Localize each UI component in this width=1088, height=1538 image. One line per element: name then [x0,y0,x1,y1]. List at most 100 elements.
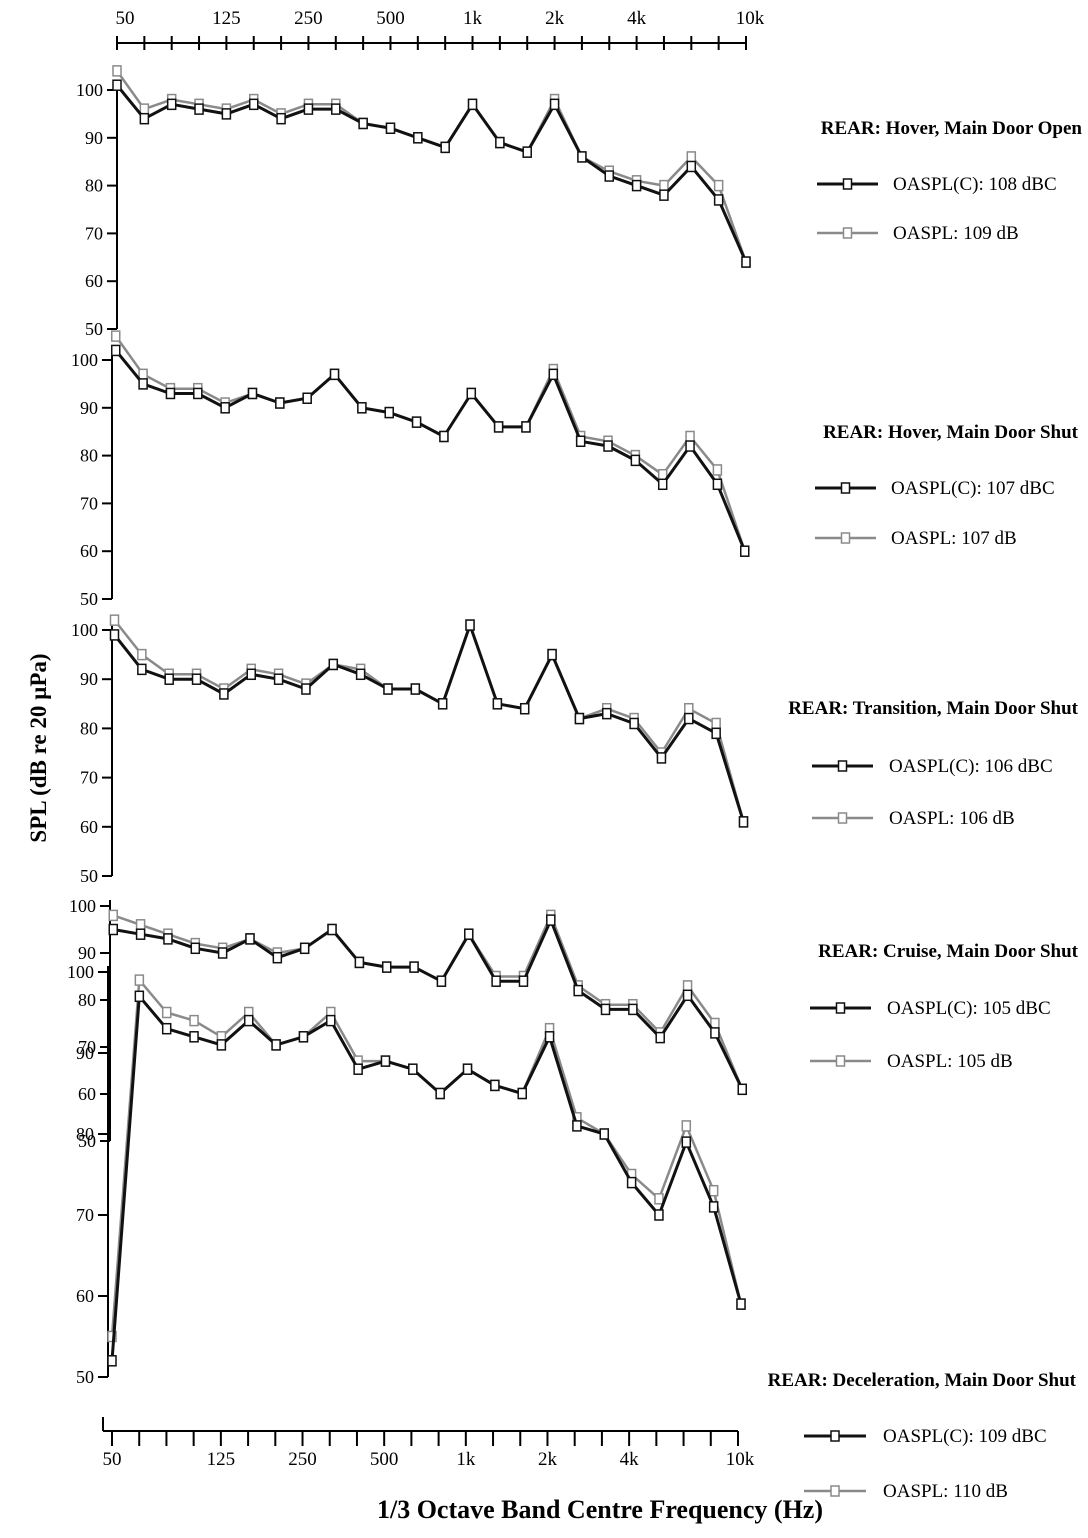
legend-label: OASPL(C): 106 dBC [889,756,1053,777]
top-axis-tick-label: 4k [627,8,647,29]
data-point [411,684,419,694]
legend-entry: OASPL: 106 dB [812,808,1015,829]
bottom-axis-tick-label: 250 [288,1449,317,1470]
data-point [467,388,475,398]
y-axis-tick-label: 50 [80,589,98,609]
data-point [112,345,120,355]
data-point [657,753,665,763]
data-point [413,417,421,427]
y-axis-tick-label: 60 [85,271,103,291]
data-point [248,388,256,398]
data-point [332,104,340,114]
data-point [222,109,230,119]
series-line-oaspl [113,915,742,1089]
data-point [603,709,611,719]
data-point [687,161,695,171]
bottom-axis-tick-label: 500 [370,1449,399,1470]
data-point [600,1129,608,1139]
legend-entry: OASPL: 105 dB [810,1051,1013,1072]
bottom-frequency-axis: 50 125 250 500 1k 2k 4k 10k [103,1417,755,1470]
data-point [139,379,147,389]
data-point [217,1040,225,1050]
y-axis-tick-label: 100 [76,80,103,100]
data-point [740,817,748,827]
y-axis-tick-label: 60 [76,1286,94,1306]
y-axis-tick-label: 80 [80,718,98,738]
y-axis-tick-label: 100 [71,350,98,370]
data-point [275,674,283,684]
legend-entry: OASPL(C): 108 dBC [817,174,1057,195]
data-point [383,962,391,972]
data-point [631,455,639,465]
data-point [329,659,337,669]
data-point [685,714,693,724]
series-line-oaspl [112,980,741,1336]
data-point [523,147,531,157]
data-point [138,664,146,674]
series-line-oaspl [115,620,744,822]
data-point [247,669,255,679]
panel-title: REAR: Deceleration, Main Door Shut [768,1370,1077,1391]
data-point [111,630,119,640]
data-point [713,479,721,489]
data-point [655,1194,663,1204]
top-axis-tick-label: 500 [376,8,405,29]
data-point [578,152,586,162]
data-point [220,689,228,699]
series-line-oaspl-c [112,996,741,1361]
data-point [166,388,174,398]
bottom-axis-tick-label: 50 [103,1449,122,1470]
data-point [713,465,721,475]
data-point [358,403,366,413]
data-point [712,718,720,728]
data-point [464,1064,472,1074]
series-line-oaspl-c [117,85,746,262]
data-point [140,104,148,114]
data-point [711,1028,719,1038]
data-point [168,99,176,109]
data-point [495,422,503,432]
data-point [359,118,367,128]
y-axis-tick-label: 80 [80,446,98,466]
data-point [738,1084,746,1094]
data-point [574,986,582,996]
data-point [655,1210,663,1220]
data-point [112,331,120,341]
data-point [250,99,258,109]
data-point [522,422,530,432]
legend-label: OASPL(C): 109 dBC [883,1426,1047,1447]
y-axis-tick-label: 60 [80,541,98,561]
data-point [113,80,121,90]
data-point [140,114,148,124]
y-axis-tick-label: 90 [80,398,98,418]
data-point [684,990,692,1000]
data-point [246,934,254,944]
legend-label: OASPL(C): 107 dBC [891,478,1055,499]
bottom-axis-tick-label: 2k [538,1449,558,1470]
data-point [519,976,527,986]
data-point [656,1033,664,1043]
bottom-axis-tick-label: 1k [456,1449,476,1470]
top-axis-tick-label: 10k [736,8,765,29]
data-point [437,976,445,986]
data-point [518,1089,526,1099]
legend-entry: OASPL: 109 dB [817,223,1019,244]
top-axis-tick-label: 50 [116,8,135,29]
y-axis-tick-label: 70 [85,223,103,243]
bottom-axis-tick-label: 4k [620,1449,640,1470]
data-point [547,915,555,925]
legend-label: OASPL: 107 dB [891,528,1017,549]
data-point [684,981,692,991]
data-point [273,953,281,963]
series-line-oaspl-c [115,625,744,822]
data-point [163,1008,171,1018]
data-point [630,718,638,728]
data-point [496,138,504,148]
data-point [304,104,312,114]
data-point [331,369,339,379]
data-point [605,171,613,181]
data-point [659,479,667,489]
y-axis-tick-label: 80 [76,1124,94,1144]
legend-label: OASPL(C): 105 dBC [887,998,1051,1019]
